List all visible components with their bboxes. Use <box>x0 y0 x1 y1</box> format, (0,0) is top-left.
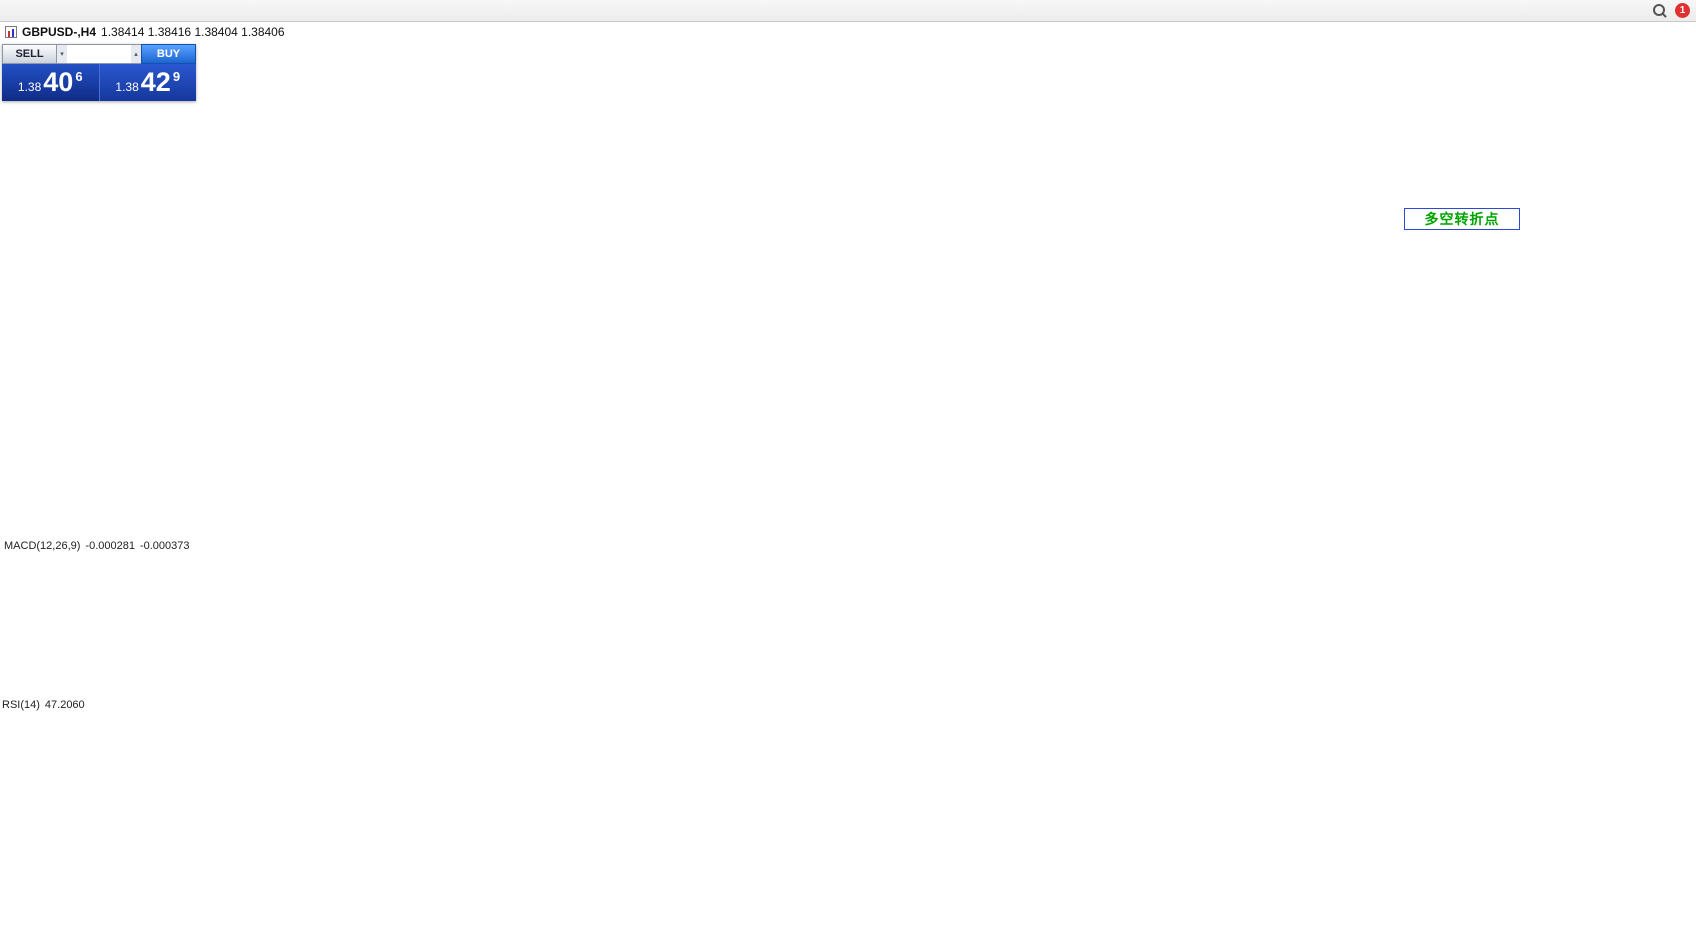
macd-value-2: -0.000373 <box>139 540 190 552</box>
macd-value-1: -0.000281 <box>85 540 135 552</box>
main-toolbar: 1 <box>0 0 1696 22</box>
buy-price-big: 42 <box>140 67 171 97</box>
toolbar-right: 1 <box>1652 3 1692 18</box>
chart-title: GBPUSD-,H4 1.38414 1.38416 1.38404 1.384… <box>5 25 285 39</box>
trade-prices-row: 1.38 40 6 1.38 42 9 <box>2 64 196 101</box>
volume-input[interactable] <box>66 45 132 63</box>
rsi-name: RSI(14) <box>2 699 40 711</box>
buy-price[interactable]: 1.38 42 9 <box>98 64 196 101</box>
buy-price-small: 1.38 <box>115 80 139 94</box>
volume-decrease-button[interactable]: ▾ <box>57 45 67 63</box>
macd-label: MACD(12,26,9) -0.000281 -0.000373 <box>4 540 190 552</box>
sell-button[interactable]: SELL <box>2 44 57 64</box>
rsi-label: RSI(14) 47.2060 <box>2 699 85 711</box>
sell-price-sup: 6 <box>75 69 83 84</box>
turning-point-annotation[interactable]: 多空转折点 <box>1404 208 1520 230</box>
volume-increase-button[interactable]: ▴ <box>131 45 141 63</box>
buy-price-sup: 9 <box>172 69 181 84</box>
chart-icon <box>5 26 17 38</box>
sell-price-big: 40 <box>43 67 74 97</box>
sell-price-small: 1.38 <box>17 80 42 94</box>
notification-badge[interactable]: 1 <box>1675 3 1690 18</box>
macd-name: MACD(12,26,9) <box>4 540 81 552</box>
trade-buttons-row: SELL ▾ ▴ BUY <box>2 44 196 64</box>
sell-price[interactable]: 1.38 40 6 <box>2 64 99 101</box>
rsi-value: 47.2060 <box>44 699 85 711</box>
symbol-name: GBPUSD-,H4 <box>22 25 97 39</box>
symbol-quotes: 1.38414 1.38416 1.38404 1.38406 <box>101 25 285 39</box>
volume-control: ▾ ▴ <box>57 44 141 64</box>
search-icon[interactable] <box>1652 3 1667 18</box>
buy-button[interactable]: BUY <box>141 44 196 64</box>
one-click-trading-panel: SELL ▾ ▴ BUY 1.38 40 6 1.38 42 9 <box>2 44 196 101</box>
